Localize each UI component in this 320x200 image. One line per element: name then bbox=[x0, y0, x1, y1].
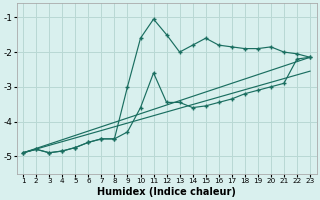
X-axis label: Humidex (Indice chaleur): Humidex (Indice chaleur) bbox=[97, 187, 236, 197]
